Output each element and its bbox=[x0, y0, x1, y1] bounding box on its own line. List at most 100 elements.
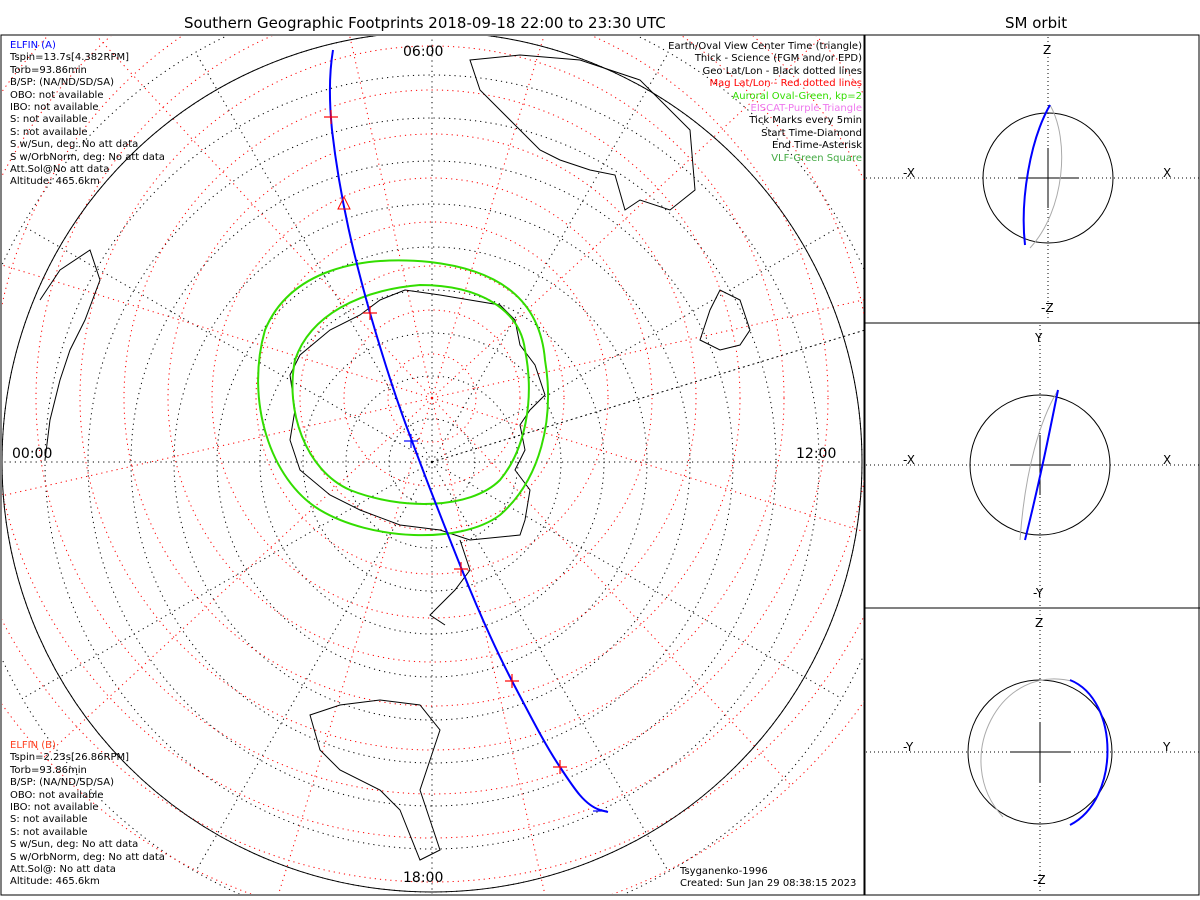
grid-circle bbox=[211, 177, 653, 619]
grid-meridian bbox=[431, 225, 842, 463]
time-label-bottom: 18:00 bbox=[403, 870, 444, 886]
axis-label-top: Z bbox=[1035, 616, 1044, 630]
axis-label-left: -Y bbox=[903, 740, 914, 754]
legend-item: Auroral Oval-Green, kp=2 bbox=[732, 90, 862, 102]
grid-circle bbox=[302, 332, 562, 592]
time-label-right: 12:00 bbox=[796, 446, 837, 462]
elfin-a-line: Altitude: 465.6km bbox=[10, 176, 100, 188]
time-label-top: 06:00 bbox=[403, 44, 444, 60]
elfin-a-line: Tspin=13.7s[4.382RPM] bbox=[10, 52, 130, 64]
grid-meridian bbox=[2, 264, 433, 399]
elfin-b-line: OBO: not available bbox=[10, 789, 104, 801]
orbit-title: SM orbit bbox=[1005, 14, 1068, 32]
model-label: Tsyganenko-1996 bbox=[680, 866, 768, 877]
elfin-b-info: ELFIN (B) Tspin=2.23s[26.86RPM] Torb=93.8… bbox=[10, 740, 165, 889]
grid-circle bbox=[216, 246, 648, 678]
grid-meridian bbox=[431, 397, 864, 533]
axis-label-right: X bbox=[1163, 166, 1172, 180]
grid-meridian bbox=[44, 397, 433, 758]
grid-meridian bbox=[22, 461, 433, 699]
elfin-a-line: S w/Sun, deg: No att data bbox=[10, 139, 139, 151]
orbit-track bbox=[1069, 679, 1109, 826]
elfin-a-line: S: not available bbox=[10, 114, 88, 126]
elfin-a-line: B/SP: (NA/ND/SD/SA) bbox=[10, 77, 114, 89]
grid-meridian bbox=[431, 36, 545, 399]
grid-meridian bbox=[431, 52, 669, 463]
legend-item: Earth/Oval View Center Time (triangle) bbox=[668, 41, 862, 52]
legend-item: EISCAT-Purple Triangle bbox=[750, 102, 863, 114]
coastlines bbox=[39, 54, 751, 861]
sm-orbit-plots bbox=[866, 37, 1199, 893]
elfin-a-line: S w/OrbNorm, deg: No att data bbox=[10, 151, 165, 163]
grid-meridian bbox=[278, 397, 433, 894]
orbit-path bbox=[980, 678, 1076, 818]
grid-meridian bbox=[431, 461, 669, 872]
elfin-b-line: Att.Sol@: No att data bbox=[10, 863, 116, 875]
elfin-b-line: B/SP: (NA/ND/SD/SA) bbox=[10, 777, 114, 789]
elfin-a-line: Torb=93.86min bbox=[10, 64, 87, 76]
axis-label-bottom: -Z bbox=[1033, 873, 1046, 887]
elfin-b-line: Altitude: 465.6km bbox=[10, 876, 100, 888]
plot-title: Southern Geographic Footprints 2018-09-1… bbox=[184, 14, 666, 32]
grid-circle bbox=[345, 375, 519, 549]
earth-circle bbox=[969, 394, 1111, 536]
elfin-b-line: Torb=93.86min bbox=[10, 764, 87, 776]
axis-label-left: -X bbox=[903, 453, 915, 467]
map-frame bbox=[0, 34, 865, 896]
grid-circle bbox=[387, 353, 477, 443]
grid-circle bbox=[299, 265, 565, 531]
elfin-b-line: S w/OrbNorm, deg: No att data bbox=[10, 851, 165, 863]
elfin-b-line: S: not available bbox=[10, 826, 88, 838]
grid-meridian bbox=[22, 225, 433, 463]
axis-label-right: Y bbox=[1163, 740, 1171, 754]
axis-label-left: -X bbox=[903, 166, 915, 180]
view-center-triangle bbox=[337, 195, 351, 210]
grid-circle bbox=[130, 160, 734, 764]
orbit-track bbox=[1024, 389, 1059, 541]
earth-circle bbox=[982, 112, 1114, 244]
elfin-b-line: Tspin=2.23s[26.86RPM] bbox=[10, 752, 130, 764]
legend-item: Thick - Science (FGM and/or EPD) bbox=[694, 53, 862, 65]
axis-label-right: X bbox=[1163, 453, 1172, 467]
created-label: Created: Sun Jan 29 08:38:15 2023 bbox=[680, 878, 857, 889]
grid-circle bbox=[2, 36, 864, 883]
elfin-a-line: S: not available bbox=[10, 126, 88, 138]
legend-item: Geo Lat/Lon - Black dotted lines bbox=[702, 65, 862, 77]
grid-circle bbox=[79, 45, 785, 751]
elfin-a-line: OBO: not available bbox=[10, 89, 104, 101]
elfin-a-line: IBO: not available bbox=[10, 101, 99, 113]
grid-circle bbox=[35, 36, 829, 795]
axis-label-bottom: -Y bbox=[1033, 586, 1044, 600]
elfin-a-track bbox=[328, 49, 609, 813]
legend-item: Tick Marks every 5min bbox=[749, 115, 862, 127]
grid-circle bbox=[123, 89, 741, 707]
elfin-a-line: Att.Sol@No att data bbox=[10, 163, 110, 175]
grid-circle bbox=[173, 203, 691, 721]
elfin-a-info: ELFIN (A) Tspin=13.7s[4.382RPM] Torb=93.8… bbox=[10, 40, 165, 189]
legend-item: End Time-Asterisk bbox=[771, 140, 862, 152]
axis-label-top: Y bbox=[1035, 331, 1043, 345]
legend-item: VLF-Green Square bbox=[771, 152, 862, 164]
grid-meridian bbox=[431, 397, 792, 786]
auroral-oval bbox=[257, 259, 549, 537]
grid-circle bbox=[167, 133, 697, 663]
time-label-left: 00:00 bbox=[12, 446, 53, 462]
grid-meridian bbox=[431, 299, 864, 399]
sun-direction-line bbox=[431, 329, 866, 463]
orbit-path bbox=[1019, 389, 1059, 541]
elfin-b-line: S: not available bbox=[10, 814, 88, 826]
grid-circle bbox=[343, 309, 521, 487]
grid-circle bbox=[255, 221, 609, 575]
orbit-track bbox=[1022, 104, 1051, 246]
orbit-path bbox=[1029, 104, 1063, 249]
tick-marks bbox=[324, 110, 567, 774]
grid-circle bbox=[44, 74, 820, 850]
grid-meridian bbox=[195, 52, 433, 463]
lat-lon-grid bbox=[2, 36, 864, 894]
legend-item: Start Time-Diamond bbox=[761, 127, 862, 139]
legend-item: Mag Lat/Lon - Red dotted lines bbox=[709, 78, 862, 90]
axis-label-bottom: -Z bbox=[1041, 301, 1054, 315]
axis-label-top: Z bbox=[1043, 43, 1052, 57]
map-boundary bbox=[2, 36, 863, 893]
